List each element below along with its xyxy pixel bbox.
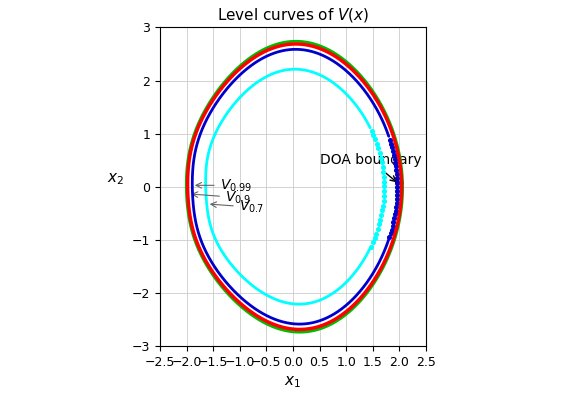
Point xyxy=(366,244,376,250)
Point xyxy=(386,141,396,147)
Point xyxy=(367,128,376,134)
Point xyxy=(391,204,401,210)
Text: $V_{0.99}$: $V_{0.99}$ xyxy=(196,177,252,194)
Point xyxy=(379,198,389,204)
Point xyxy=(377,159,387,166)
Point xyxy=(389,152,398,158)
Point xyxy=(369,132,378,138)
Point xyxy=(370,136,380,143)
Point xyxy=(391,160,400,166)
Point xyxy=(377,207,387,213)
Point xyxy=(379,202,388,209)
Point xyxy=(392,196,401,202)
Point xyxy=(385,234,394,240)
Point xyxy=(380,183,389,190)
Point xyxy=(393,184,402,190)
Point xyxy=(370,235,379,241)
Point xyxy=(372,230,381,237)
Point xyxy=(392,200,401,206)
Point xyxy=(380,178,389,185)
Point xyxy=(389,148,398,154)
Point xyxy=(393,180,402,187)
Point xyxy=(379,169,388,175)
Point xyxy=(392,171,401,177)
Point xyxy=(379,173,389,180)
Point xyxy=(390,215,399,221)
Point xyxy=(385,137,394,143)
Text: $V_{0.7}$: $V_{0.7}$ xyxy=(211,199,264,215)
Point xyxy=(378,164,387,170)
Point xyxy=(375,150,384,156)
Point xyxy=(373,226,383,232)
Point xyxy=(391,208,400,214)
X-axis label: $x_1$: $x_1$ xyxy=(284,375,302,390)
Point xyxy=(376,154,386,161)
Point xyxy=(372,141,381,147)
Point xyxy=(391,167,401,173)
Point xyxy=(386,230,396,236)
Point xyxy=(393,188,402,194)
Point xyxy=(390,156,399,162)
Point xyxy=(391,163,400,169)
Point xyxy=(388,223,397,229)
Point xyxy=(387,227,396,233)
Point xyxy=(393,192,402,198)
Point xyxy=(390,211,400,218)
Point xyxy=(387,144,397,150)
Text: DOA boundary: DOA boundary xyxy=(319,153,421,181)
Point xyxy=(392,175,401,181)
Point xyxy=(374,221,384,228)
Point xyxy=(377,212,386,218)
Point xyxy=(393,179,402,185)
Point xyxy=(368,239,377,246)
Title: Level curves of $V(x)$: Level curves of $V(x)$ xyxy=(217,6,369,23)
Point xyxy=(389,219,398,225)
Y-axis label: $x_2$: $x_2$ xyxy=(107,171,124,187)
Point xyxy=(374,145,383,152)
Point xyxy=(376,217,385,223)
Point xyxy=(380,188,389,194)
Point xyxy=(379,193,389,199)
Text: $V_{0.9}$: $V_{0.9}$ xyxy=(192,189,251,206)
